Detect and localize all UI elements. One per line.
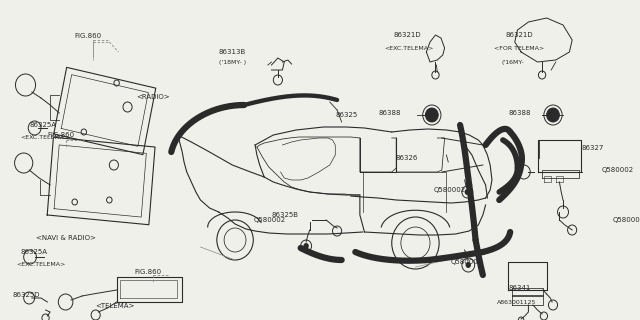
Text: 86325A: 86325A	[29, 122, 56, 128]
Text: 86321D: 86321D	[394, 32, 421, 38]
Text: 86327: 86327	[581, 145, 604, 151]
Text: ('16MY-: ('16MY-	[501, 60, 524, 65]
Text: Q580002: Q580002	[434, 187, 466, 193]
Text: FIG.860: FIG.860	[47, 132, 74, 138]
Text: <TELEMA>: <TELEMA>	[95, 303, 135, 309]
Text: FIG.860: FIG.860	[135, 269, 162, 275]
Text: 86325: 86325	[335, 112, 358, 118]
Circle shape	[465, 262, 471, 268]
Text: <NAVI & RADIO>: <NAVI & RADIO>	[36, 235, 96, 241]
Text: FIG.860: FIG.860	[75, 33, 102, 39]
Text: Q580002: Q580002	[612, 217, 640, 223]
Text: 86313B: 86313B	[219, 49, 246, 55]
Text: 86325B: 86325B	[271, 212, 298, 218]
Text: Q580002: Q580002	[602, 167, 634, 173]
Text: 86325D: 86325D	[13, 292, 40, 298]
Text: <EXC.TELEMA>: <EXC.TELEMA>	[20, 134, 69, 140]
Text: ('18MY- ): ('18MY- )	[219, 60, 246, 65]
Circle shape	[465, 189, 470, 195]
Circle shape	[303, 243, 309, 249]
Text: Q580002: Q580002	[451, 259, 483, 265]
Text: 86326: 86326	[396, 155, 418, 161]
Text: 86341: 86341	[508, 285, 531, 291]
Text: <EXC.TELEMA>: <EXC.TELEMA>	[385, 45, 434, 51]
Text: A863001125: A863001125	[497, 300, 536, 305]
Text: 86388: 86388	[508, 110, 531, 116]
Text: 86388: 86388	[378, 110, 401, 116]
Circle shape	[426, 108, 438, 122]
Text: 86321D: 86321D	[506, 32, 533, 38]
Text: <RADIO>: <RADIO>	[137, 94, 170, 100]
Text: Q580002: Q580002	[253, 217, 285, 223]
Text: <EXC.TELEMA>: <EXC.TELEMA>	[17, 261, 66, 267]
Text: <FOR TELEMA>: <FOR TELEMA>	[494, 45, 544, 51]
Text: 86325A: 86325A	[20, 249, 47, 255]
Circle shape	[547, 108, 559, 122]
